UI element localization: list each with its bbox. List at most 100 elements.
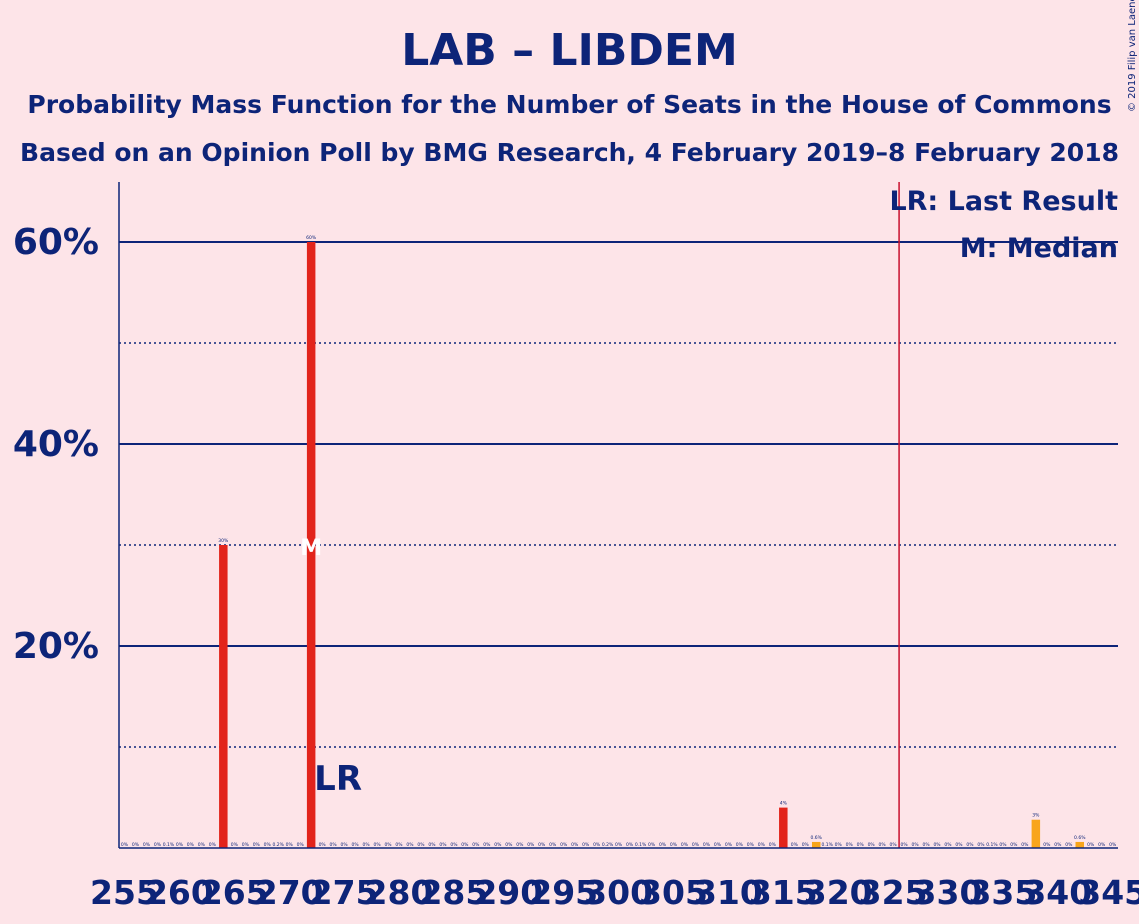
bar-value-label: 0% <box>450 842 458 848</box>
bar-value-label: 0% <box>527 842 535 848</box>
x-tick-label: 340 <box>1023 873 1092 912</box>
x-tick-label: 265 <box>200 873 269 912</box>
bar-value-label: 0% <box>516 842 524 848</box>
bar-value-label: 0% <box>747 842 755 848</box>
bar-value-label: 0% <box>483 842 491 848</box>
copyright-text: © 2019 Filip van Laenen <box>1127 0 1138 112</box>
bar-value-label: 0% <box>922 842 930 848</box>
bar-value-label: 0% <box>955 842 963 848</box>
x-tick-label: 330 <box>914 873 983 912</box>
bar-value-label: 0% <box>769 842 777 848</box>
bar-value-label: 0.6% <box>1074 835 1086 841</box>
legend-median: M: Median <box>960 233 1118 264</box>
bar-value-label: 0% <box>352 842 360 848</box>
x-tick-label: 315 <box>749 873 818 912</box>
x-tick-label: 260 <box>145 873 214 912</box>
bar-value-label: 0% <box>428 842 436 848</box>
bar-value-label: 0% <box>758 842 766 848</box>
bar-value-label: 0% <box>659 842 667 848</box>
bar-value-label: 0% <box>330 842 338 848</box>
bar-value-label: 0% <box>395 842 403 848</box>
bar-value-label: 0% <box>670 842 678 848</box>
bar-value-label: 0% <box>911 842 919 848</box>
bar-value-label: 0% <box>626 842 634 848</box>
bar-value-label: 30% <box>218 538 229 544</box>
x-tick-label: 300 <box>584 873 653 912</box>
bar-value-label: 0% <box>890 842 898 848</box>
x-tick-label: 345 <box>1078 873 1139 912</box>
x-tick-label: 255 <box>90 873 159 912</box>
bar-value-label: 0.1% <box>635 842 647 848</box>
bar-value-label: 0% <box>286 842 294 848</box>
bar-value-label: 0% <box>472 842 480 848</box>
bar-value-label: 0% <box>341 842 349 848</box>
x-tick-label: 310 <box>694 873 763 912</box>
bar-value-label: 0% <box>319 842 327 848</box>
bar-value-label: 0% <box>1010 842 1018 848</box>
bar-labels: 30%60%4%0.6%3%0.6%0% 0% 0% 0% 0.1% 0% 0% 0% 0% 0%… <box>121 235 1117 848</box>
bar-value-label: 4% <box>780 801 788 807</box>
legend-last-result: LR: Last Result <box>889 186 1118 217</box>
x-tick-label: 335 <box>968 873 1037 912</box>
bar <box>1031 819 1041 848</box>
bar-value-label: 0% <box>868 842 876 848</box>
bar-value-label: 0% <box>648 842 656 848</box>
bar-value-label: 0% <box>1021 842 1029 848</box>
axes: 20%40%60%2552602652702752802852902953003… <box>13 182 1139 912</box>
bar-value-label: 0% <box>879 842 887 848</box>
x-tick-label: 290 <box>474 873 543 912</box>
bar-value-label: 0% <box>944 842 952 848</box>
bar-value-label: 0% <box>132 842 140 848</box>
bar-value-label: 0% <box>692 842 700 848</box>
y-tick-label: 40% <box>13 424 99 465</box>
bar-value-label: 0% <box>439 842 447 848</box>
x-tick-label: 270 <box>255 873 324 912</box>
x-tick-label: 275 <box>310 873 379 912</box>
bar-value-label: 0% <box>143 842 151 848</box>
bar-value-label: 0% <box>384 842 392 848</box>
last-result-label: LR <box>314 759 362 799</box>
bar-value-label: 0% <box>538 842 546 848</box>
bar-value-label: 0% <box>1109 842 1117 848</box>
bar-value-label: 0% <box>264 842 272 848</box>
bar-value-label: 0% <box>406 842 414 848</box>
bar-value-label: 0% <box>571 842 579 848</box>
bar-value-label: 0% <box>593 842 601 848</box>
bar-value-label: 0% <box>977 842 985 848</box>
bar-value-label: 0% <box>736 842 744 848</box>
bar-value-label: 0% <box>725 842 733 848</box>
bar-value-label: 0% <box>176 842 184 848</box>
bar-value-label: 0.1% <box>986 842 998 848</box>
bar-value-label: 0% <box>242 842 250 848</box>
bar-value-label: 0% <box>1043 842 1051 848</box>
bar-value-label: 0% <box>681 842 689 848</box>
bar-value-label: 0% <box>1065 842 1073 848</box>
bar-value-label: 0% <box>1054 842 1062 848</box>
bar-value-label: 0.1% <box>163 842 175 848</box>
median-marker: M <box>300 536 322 561</box>
x-tick-label: 280 <box>365 873 434 912</box>
bar-value-label: 0% <box>549 842 557 848</box>
bar-value-label: 0.6% <box>811 835 823 841</box>
bar-value-label: 0% <box>121 842 129 848</box>
bar-value-label: 0.1% <box>822 842 834 848</box>
bar-value-label: 0% <box>560 842 568 848</box>
chart-subtitle: Probability Mass Function for the Number… <box>27 90 1111 119</box>
bar-value-label: 0% <box>253 842 261 848</box>
bars <box>219 242 1085 848</box>
x-tick-label: 285 <box>419 873 488 912</box>
y-tick-label: 60% <box>13 222 99 263</box>
bar <box>1075 841 1085 848</box>
bar <box>811 841 821 848</box>
bar <box>306 242 316 848</box>
bar-value-label: 0% <box>198 842 206 848</box>
bar <box>219 545 228 848</box>
bar-value-label: 0% <box>714 842 722 848</box>
bar-value-label: 0% <box>373 842 381 848</box>
bar-value-label: 0% <box>582 842 590 848</box>
chart-title: LAB – LIBDEM <box>401 25 738 76</box>
bar-value-label: 0% <box>187 842 195 848</box>
bar-value-label: 0% <box>933 842 941 848</box>
bar-value-label: 0% <box>615 842 623 848</box>
